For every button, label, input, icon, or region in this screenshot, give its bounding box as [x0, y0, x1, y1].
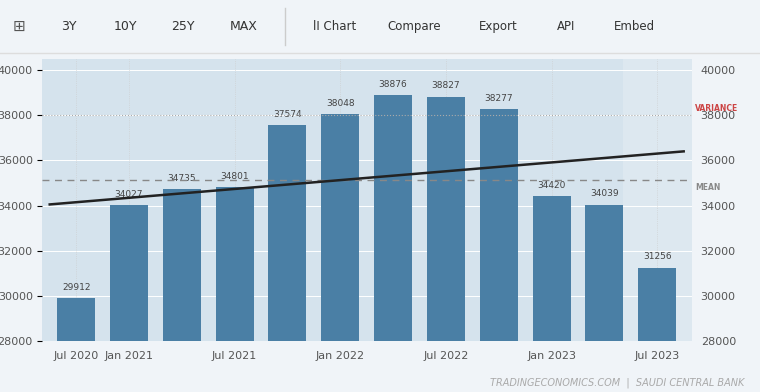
- Text: lI Chart: lI Chart: [313, 20, 356, 33]
- Text: 34735: 34735: [167, 174, 196, 183]
- Text: 38277: 38277: [484, 94, 513, 103]
- Text: 25Y: 25Y: [171, 20, 194, 33]
- Bar: [427, 96, 465, 392]
- Bar: [110, 205, 148, 392]
- Bar: [42, 59, 623, 341]
- Bar: [268, 125, 306, 392]
- Bar: [216, 187, 254, 392]
- Text: 37574: 37574: [273, 109, 302, 118]
- Text: 34039: 34039: [590, 189, 619, 198]
- Text: 34027: 34027: [115, 190, 143, 199]
- Text: 34801: 34801: [220, 172, 249, 181]
- Text: Export: Export: [479, 20, 517, 33]
- Text: 34420: 34420: [537, 181, 565, 190]
- Text: 31256: 31256: [643, 252, 672, 261]
- Text: ⊞: ⊞: [13, 19, 25, 34]
- Text: MEAN: MEAN: [695, 183, 720, 192]
- Text: VARIANCE: VARIANCE: [695, 104, 739, 113]
- Bar: [480, 109, 518, 392]
- Text: MAX: MAX: [230, 20, 257, 33]
- Bar: [374, 96, 412, 392]
- Text: 29912: 29912: [62, 283, 90, 292]
- Text: API: API: [557, 20, 575, 33]
- Bar: [321, 114, 359, 392]
- Text: Compare: Compare: [388, 20, 441, 33]
- Text: TRADINGECONOMICS.COM  |  SAUDI CENTRAL BANK: TRADINGECONOMICS.COM | SAUDI CENTRAL BAN…: [490, 377, 745, 388]
- Bar: [533, 196, 571, 392]
- Bar: [585, 205, 623, 392]
- Text: 38048: 38048: [326, 99, 355, 108]
- Bar: [638, 267, 676, 392]
- Text: 10Y: 10Y: [114, 20, 137, 33]
- Bar: [163, 189, 201, 392]
- Text: Embed: Embed: [614, 20, 655, 33]
- Bar: [57, 298, 95, 392]
- Text: 3Y: 3Y: [61, 20, 76, 33]
- Text: 38876: 38876: [378, 80, 407, 89]
- Text: 38827: 38827: [432, 81, 461, 90]
